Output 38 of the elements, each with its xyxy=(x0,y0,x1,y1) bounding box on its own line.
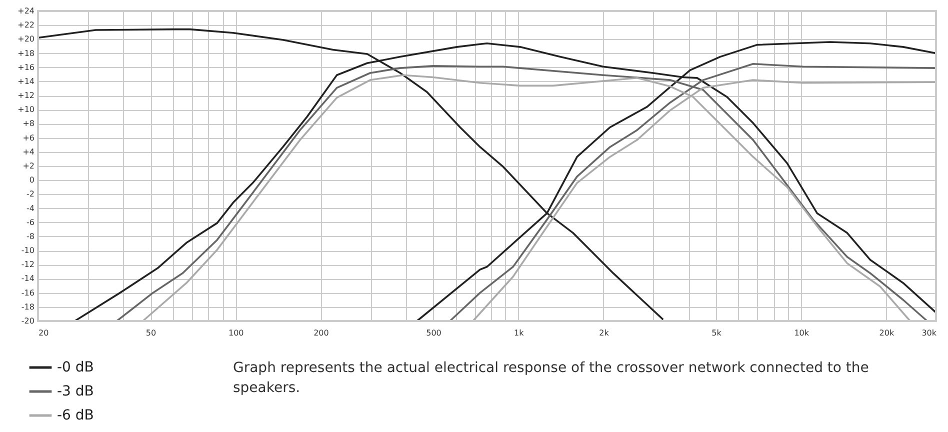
x-tick-label: 20k xyxy=(879,328,894,338)
x-tick-label: 500 xyxy=(426,328,442,338)
y-tick-label: +18 xyxy=(18,48,34,58)
x-tick-label: 30k xyxy=(922,328,937,338)
y-tick-label: -6 xyxy=(26,218,34,227)
y-tick-label: +22 xyxy=(18,20,34,30)
y-tick-label: +10 xyxy=(18,105,34,114)
text: Graph represents the actual electrical response of the crossover network connected to the speakers. xyxy=(233,360,869,396)
legend-label: -3 dB xyxy=(57,384,94,400)
y-tick-label: -16 xyxy=(21,288,34,298)
x-tick-label: 1k xyxy=(514,328,524,338)
legend-label: -0 dB xyxy=(57,360,94,376)
y-tick-label: -4 xyxy=(26,204,34,213)
y-tick-label: -8 xyxy=(26,232,34,241)
x-tick-label: 100 xyxy=(228,328,244,338)
y-tick-label: +14 xyxy=(18,76,34,86)
y-tick-label: +4 xyxy=(22,147,34,156)
y-tick-label: -20 xyxy=(21,316,34,326)
x-tick-label: 20 xyxy=(38,328,49,338)
y-tick-label: +24 xyxy=(18,6,34,16)
y-tick-label: +6 xyxy=(22,133,34,142)
y-tick-label: -14 xyxy=(21,274,34,284)
legend-label: -6 dB xyxy=(57,408,94,424)
x-tick-label: 200 xyxy=(314,328,329,338)
y-tick-label: 0 xyxy=(29,176,34,185)
x-tick-label: 10k xyxy=(794,328,810,338)
y-tick-label: +12 xyxy=(18,91,34,100)
x-tick-label: 2k xyxy=(599,328,610,338)
y-tick-label: +8 xyxy=(22,119,34,128)
x-tick-label: 5k xyxy=(712,328,722,338)
y-tick-label: -2 xyxy=(26,190,34,199)
y-tick-label: +16 xyxy=(18,62,34,72)
y-tick-label: -12 xyxy=(21,260,34,270)
y-tick-label: +20 xyxy=(18,34,34,44)
x-tick-label: 50 xyxy=(146,328,156,338)
y-tick-label: -10 xyxy=(21,246,34,256)
y-tick-label: +2 xyxy=(22,162,34,170)
y-tick-label: -18 xyxy=(21,302,34,312)
